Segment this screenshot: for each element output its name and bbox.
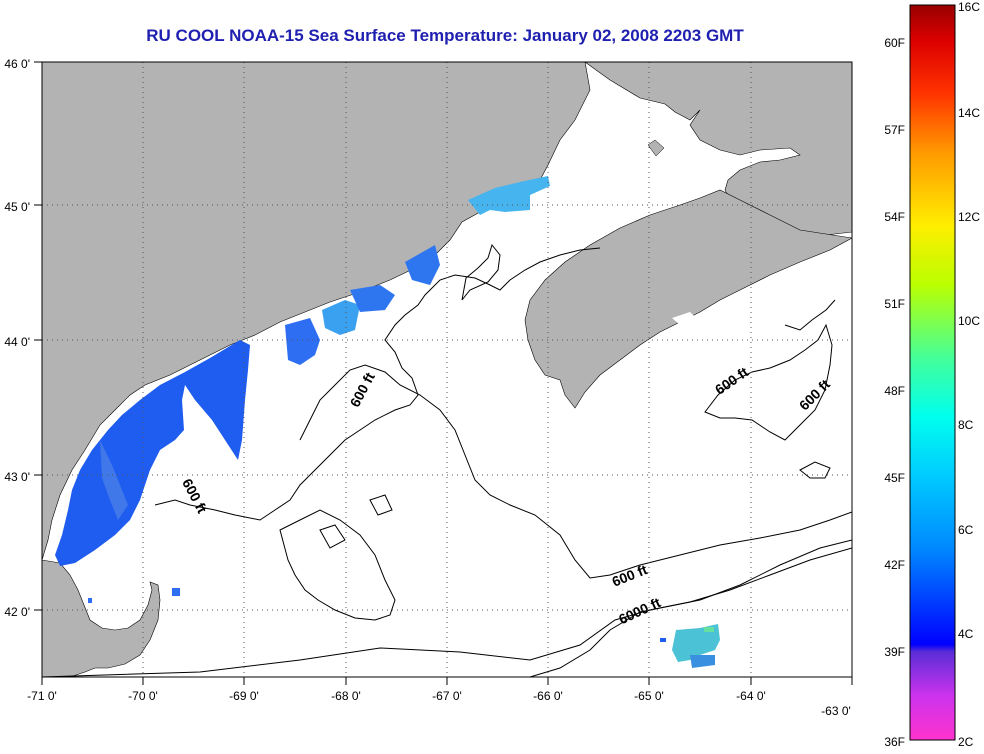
- sst-bay-patch: [405, 245, 440, 285]
- land-cape-cod: [42, 559, 161, 677]
- sst-spot: [172, 588, 180, 596]
- colorbar-fahrenheit-label: 42F: [884, 558, 905, 572]
- tick-marks: [34, 61, 853, 685]
- sst-coastal-band: [55, 340, 250, 566]
- colorbar-celsius-label: 2C: [958, 735, 974, 749]
- contour-600ft-inner: [154, 247, 601, 521]
- contour-6000ft-deep: [529, 547, 852, 677]
- lat-tick-label: 43 0': [4, 470, 30, 484]
- sst-spot: [704, 627, 714, 632]
- lon-tick-label: -70 0': [128, 689, 158, 703]
- sst-offshore-patch-2: [690, 655, 715, 668]
- colorbar-celsius-label: 4C: [958, 627, 974, 641]
- lon-tick-label: -63 0': [821, 704, 851, 718]
- lon-tick-label: -65 0': [634, 689, 664, 703]
- colorbar-fahrenheit-label: 45F: [884, 471, 905, 485]
- contour-6000ft: [42, 539, 852, 677]
- lon-tick-label: -68 0': [331, 689, 361, 703]
- colorbar-fahrenheit-label: 51F: [884, 297, 905, 311]
- colorbar-celsius-label: 12C: [958, 210, 980, 224]
- colorbar-celsius-label: 14C: [958, 106, 980, 120]
- colorbar-celsius-label: 16C: [958, 0, 980, 14]
- colorbar-fahrenheit-label: 57F: [884, 123, 905, 137]
- lat-tick-label: 44 0': [4, 335, 30, 349]
- lake: [672, 312, 700, 330]
- colorbar-fahrenheit-label: 39F: [884, 645, 905, 659]
- contour-shelf-break: [799, 461, 831, 479]
- sst-eastern-patch: [350, 285, 395, 312]
- gridlines: [42, 62, 852, 677]
- colorbar-celsius-label: 6C: [958, 523, 974, 537]
- colorbar-fahrenheit-label: 48F: [884, 384, 905, 398]
- lon-tick-label: -66 0': [533, 689, 563, 703]
- colorbar: [909, 4, 956, 741]
- sst-fundy-patch: [468, 176, 550, 215]
- lat-tick-label: 45 0': [4, 200, 30, 214]
- lat-tick-label: 42 0': [4, 605, 30, 619]
- sst-inner-lighter: [100, 440, 128, 520]
- colorbar-celsius-label: 8C: [958, 418, 974, 432]
- sst-spot: [88, 598, 92, 603]
- lon-tick-label: -67 0': [432, 689, 462, 703]
- lon-tick-label: -69 0': [229, 689, 259, 703]
- lon-tick-label: -71 0': [27, 689, 57, 703]
- lon-tick-label: -64 0': [736, 689, 766, 703]
- contour-600ft-nova-shelf: [784, 299, 836, 331]
- contour-600ft-north-ridge: [461, 243, 501, 301]
- lat-tick-label: 46 0': [4, 57, 30, 71]
- map-title: RU COOL NOAA-15 Sea Surface Temperature:…: [146, 26, 744, 45]
- colorbar-fahrenheit-label: 36F: [884, 735, 905, 749]
- sst-offshore-patch: [672, 624, 720, 662]
- contour-600ft-basin: [299, 364, 852, 579]
- contour-small-bank: [319, 524, 346, 549]
- bathymetry-contours: [42, 243, 852, 677]
- land-island: [647, 139, 665, 157]
- colorbar-celsius-label: 10C: [958, 314, 980, 328]
- sst-midcoast-patch: [285, 318, 320, 365]
- contour-600ft-ne: [704, 323, 833, 441]
- contour-600ft-western: [279, 509, 396, 621]
- colorbar-fahrenheit-label: 60F: [884, 36, 905, 50]
- sst-penobscot-patch: [322, 300, 360, 335]
- sst-spot: [660, 638, 666, 642]
- colorbar-fahrenheit-label: 54F: [884, 210, 905, 224]
- contour-small-bank-2: [369, 494, 393, 516]
- land-nova-scotia: [524, 189, 852, 409]
